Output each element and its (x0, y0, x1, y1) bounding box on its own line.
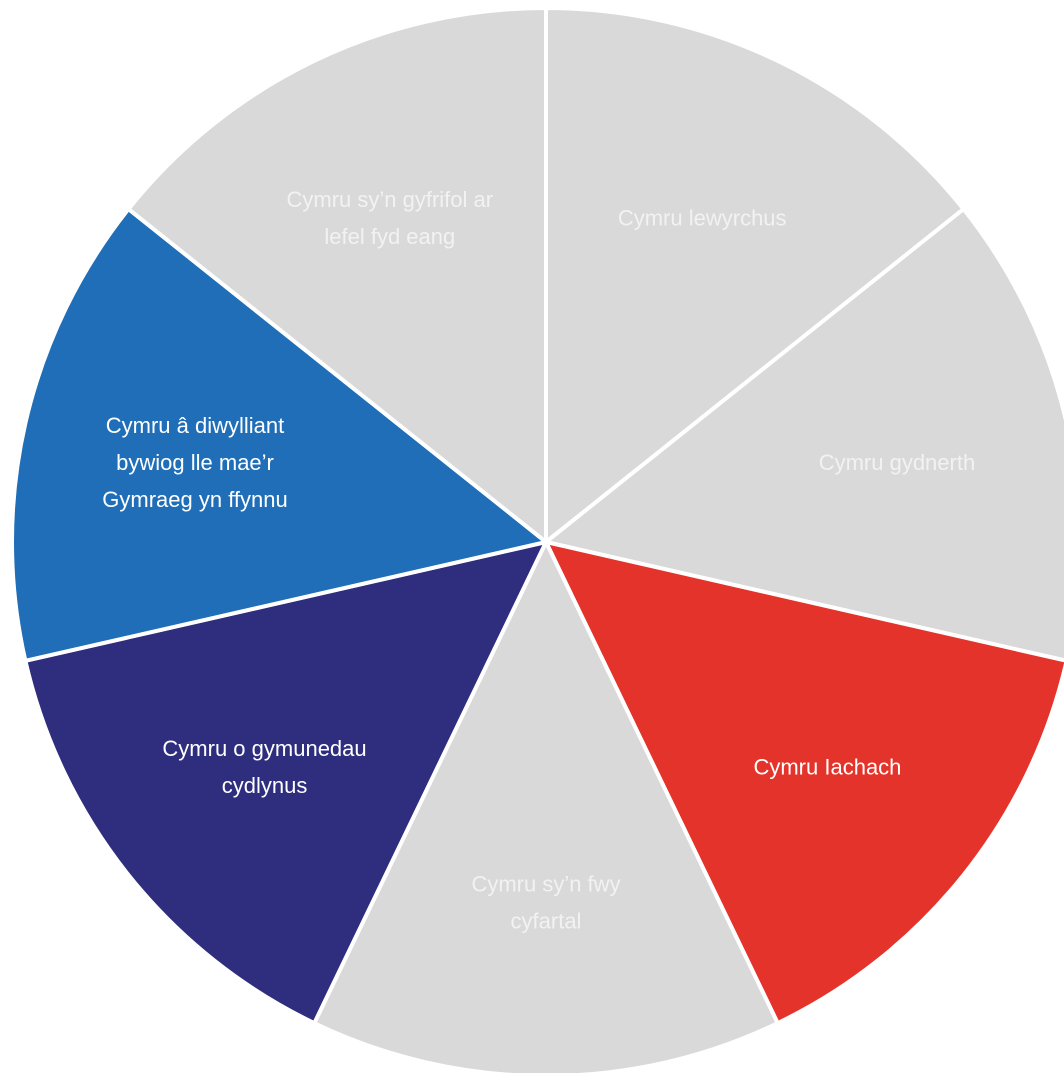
segment-label-more-equal: Cymru sy’n fwy cyfartal (471, 872, 620, 934)
segment-label-globally-responsible: Cymru sy’n gyfrifol ar lefel fyd eang (287, 187, 494, 249)
segment-label-line: lefel fyd eang (324, 224, 455, 249)
segment-label-line: Cymru o gymunedau (162, 736, 366, 761)
segment-label-line: Cymru lewyrchus (618, 206, 787, 231)
segment-label-line: cydlynus (222, 773, 308, 798)
wheel-segment-more-equal (312, 540, 780, 1073)
wheel-segment-vibrant-culture (10, 207, 548, 663)
segment-label-line: Cymru sy’n fwy (471, 872, 620, 897)
wheel-segment-globally-responsible (126, 6, 548, 544)
segment-label-prosperous: Cymru lewyrchus (618, 206, 787, 231)
segment-label-healthier: Cymru Iachach (753, 754, 901, 779)
wheel-slices (10, 6, 1064, 1073)
segment-label-cohesive-communities: Cymru o gymunedau cydlynus (162, 736, 366, 798)
wheel-labels: Cymru lewyrchus Cymru gydnerth Cymru Iacha… (102, 187, 975, 933)
segment-label-line: cyfartal (511, 909, 582, 934)
wheel-segment-resilient (544, 207, 1064, 663)
segment-label-line: Cymru Iachach (753, 754, 901, 779)
segment-label-line: bywiog lle mae’r (116, 450, 274, 475)
segment-label-line: Cymru â diwylliant (106, 413, 285, 438)
wheel-segment-prosperous (544, 6, 966, 544)
segment-label-vibrant-culture: Cymru â diwylliant bywiog lle mae’r Gymrae… (102, 413, 287, 512)
wheel-segment-healthier (544, 540, 1064, 1026)
segment-label-line: Cymru sy’n gyfrifol ar (287, 187, 494, 212)
wheel-segment-cohesive-communities (23, 540, 548, 1026)
segment-label-line: Gymraeg yn ffynnu (102, 487, 287, 512)
segment-label-line: Cymru gydnerth (819, 450, 976, 475)
segment-label-resilient: Cymru gydnerth (819, 450, 976, 475)
